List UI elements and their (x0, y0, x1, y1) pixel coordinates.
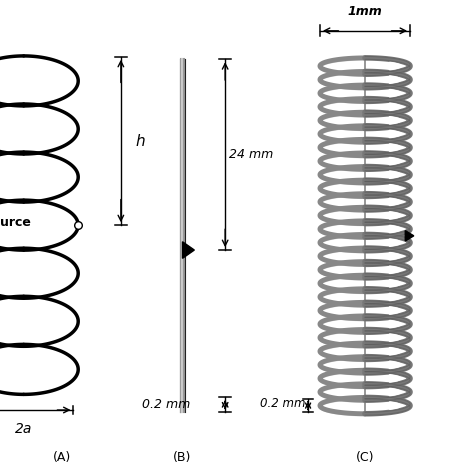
Text: 0.2 mm: 0.2 mm (142, 398, 191, 411)
Text: (C): (C) (356, 451, 374, 464)
Text: (B): (B) (173, 451, 191, 464)
Text: (A): (A) (53, 451, 71, 464)
Text: 24 mm: 24 mm (229, 148, 273, 161)
Text: urce: urce (0, 216, 31, 229)
Text: 0.2 mm: 0.2 mm (260, 397, 306, 410)
Text: 1mm: 1mm (347, 5, 383, 18)
Bar (364, 59, 366, 412)
Polygon shape (405, 231, 414, 241)
Text: h: h (135, 134, 145, 148)
Text: 2a: 2a (15, 422, 32, 436)
Polygon shape (182, 242, 194, 258)
